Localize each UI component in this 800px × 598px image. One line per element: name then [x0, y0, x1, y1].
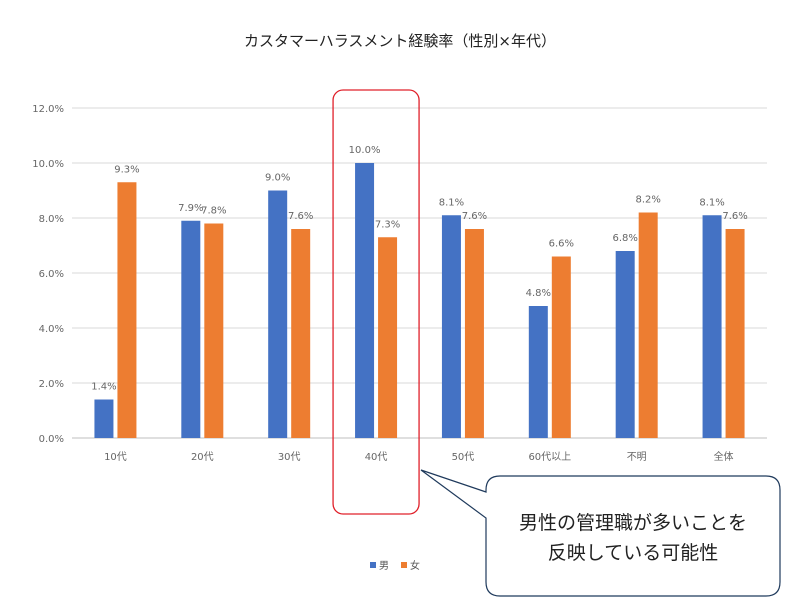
bar-female — [638, 212, 658, 438]
x-tick-label: 50代 — [452, 451, 475, 463]
data-label: 7.6% — [288, 211, 313, 222]
y-tick-label: 2.0% — [39, 379, 64, 390]
bar-male — [268, 190, 288, 438]
bar-male — [615, 251, 635, 438]
chart-title: カスタマーハラスメント経験率（性別×年代） — [244, 32, 556, 50]
data-label: 6.8% — [612, 233, 637, 244]
y-tick-label: 10.0% — [32, 159, 64, 170]
y-tick-label: 8.0% — [39, 214, 64, 225]
x-tick-label: 全体 — [714, 450, 734, 463]
bar-female — [464, 229, 484, 438]
x-tick-label: 20代 — [191, 451, 214, 463]
x-tick-label: 不明 — [627, 451, 647, 463]
bar-male — [528, 306, 548, 438]
bar-female — [378, 237, 398, 438]
data-label: 7.8% — [201, 206, 226, 217]
x-tick-label: 30代 — [278, 451, 301, 463]
x-tick-label: 60代以上 — [528, 451, 571, 463]
data-label: 7.9% — [178, 203, 203, 214]
x-tick-label: 40代 — [365, 451, 388, 463]
x-tick-label: 10代 — [104, 451, 127, 463]
legend-label-female: 女 — [410, 561, 420, 572]
y-tick-label: 12.0% — [32, 104, 64, 115]
data-label: 1.4% — [91, 382, 116, 393]
legend-label-male: 男 — [379, 561, 389, 572]
data-label: 7.6% — [722, 211, 747, 222]
legend-item-female: 女 — [401, 557, 420, 572]
data-label: 7.3% — [375, 219, 400, 230]
bar-male — [181, 220, 201, 438]
callout-text: 男性の管理職が多いことを 反映している可能性 — [488, 508, 778, 568]
data-label: 9.0% — [265, 173, 290, 184]
bar-female — [117, 182, 137, 438]
data-label: 7.6% — [462, 211, 487, 222]
y-tick-label: 6.0% — [39, 269, 64, 280]
bar-female — [725, 229, 745, 438]
data-label: 8.1% — [439, 197, 464, 208]
highlight-box — [332, 89, 420, 515]
data-label: 9.3% — [114, 164, 139, 175]
bar-male — [355, 163, 375, 438]
legend-swatch-male — [370, 561, 376, 568]
callout-line-2: 反映している可能性 — [547, 542, 719, 564]
legend: 男 女 — [370, 557, 420, 572]
data-label: 10.0% — [349, 145, 381, 156]
bar-female — [551, 256, 571, 438]
y-tick-label: 0.0% — [39, 434, 64, 445]
bar-male — [441, 215, 461, 438]
data-label: 8.1% — [699, 197, 724, 208]
callout-bubble — [420, 469, 781, 597]
data-label: 8.2% — [635, 195, 660, 206]
bar-male — [702, 215, 722, 438]
bar-female — [291, 229, 311, 438]
callout-line-1: 男性の管理職が多いことを — [518, 512, 747, 534]
legend-swatch-female — [401, 561, 407, 568]
data-label: 6.6% — [549, 239, 574, 250]
y-tick-label: 4.0% — [39, 324, 64, 335]
bar-male — [94, 399, 114, 438]
bar-female — [204, 223, 224, 438]
legend-item-male: 男 — [370, 557, 389, 572]
data-label: 4.8% — [526, 288, 551, 299]
